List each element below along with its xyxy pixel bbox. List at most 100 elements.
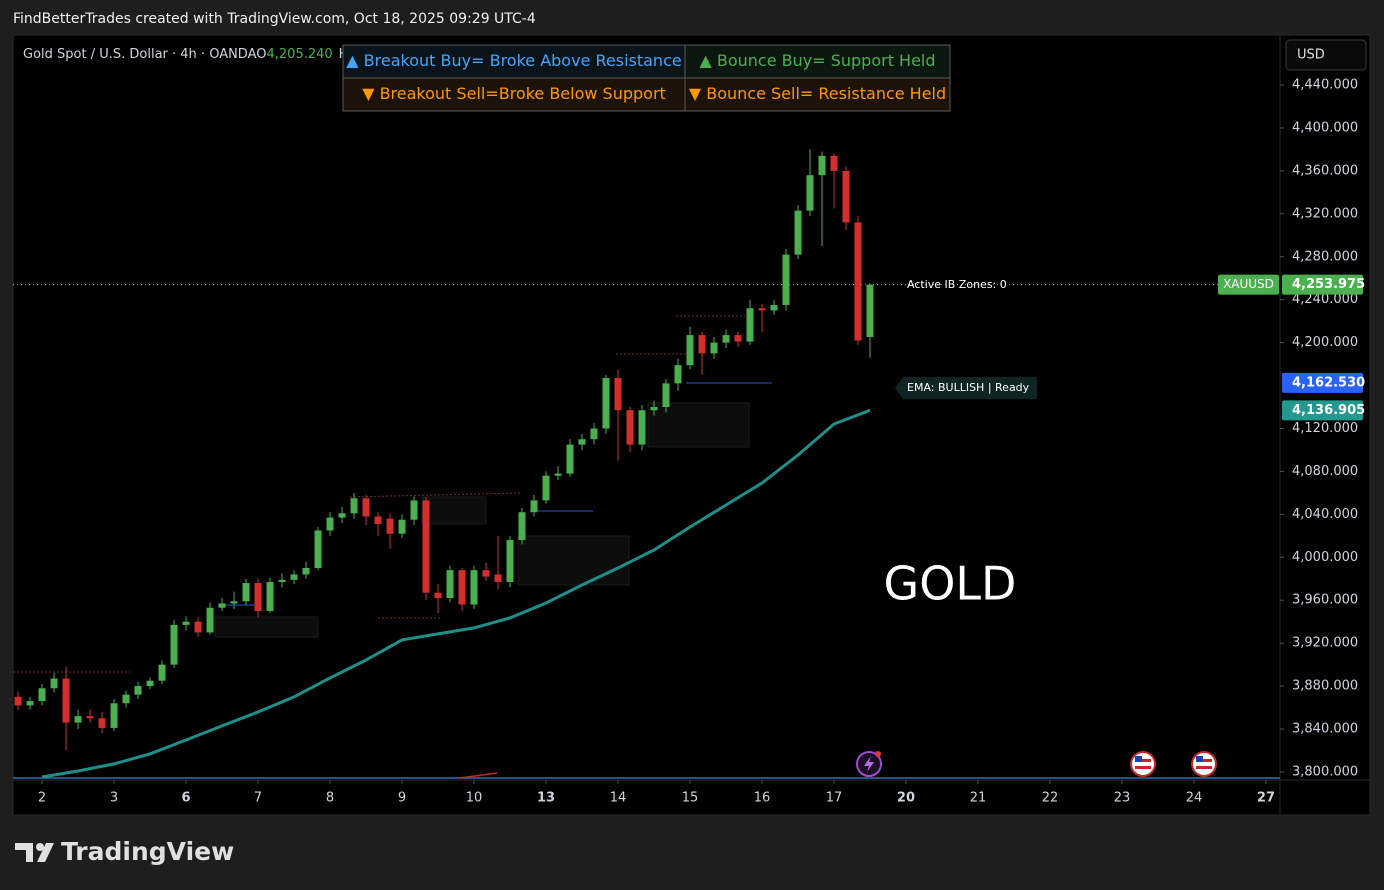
price-marker [1282,400,1363,421]
logo-mark [15,843,33,862]
zone-box [517,535,630,586]
y-tick-label: 3,920.000 [1292,636,1358,651]
legend-text: ▼ Breakout Sell=Broke Below Support [362,84,666,103]
candle-body [362,498,370,517]
candle-body [770,305,778,311]
candle-body [542,475,550,501]
candle-body [818,155,826,176]
candle-body [434,592,442,599]
y-tick-label: 4,080.000 [1292,464,1358,479]
x-tick-label: 17 [826,791,843,806]
candle-body [170,624,178,665]
flag-icon[interactable] [1191,751,1217,777]
y-tick-label: 3,800.000 [1292,764,1358,779]
logo-mark [37,843,54,862]
candle-body [710,342,718,354]
candle-body [590,428,598,440]
candle-body [638,410,646,445]
y-tick-label: 4,320.000 [1292,206,1358,221]
y-tick-label: 4,280.000 [1292,249,1358,264]
candle-body [374,516,382,525]
candle-body [674,365,682,384]
candle-body [830,155,838,171]
candle-body [650,407,658,411]
candle-body [398,519,406,534]
candle-body [782,254,790,306]
candle-body [74,716,82,723]
candle-body [134,686,142,695]
y-tick-label: 4,120.000 [1292,421,1358,436]
attribution: FindBetterTrades created with TradingVie… [13,11,536,27]
ib-zones-label: Active IB Zones: 0 [907,278,1007,291]
x-tick-label: 10 [466,791,483,806]
flag-canton [1135,756,1142,762]
x-tick-label: 9 [398,791,406,806]
y-tick-label: 4,400.000 [1292,120,1358,135]
candle-body [302,568,310,575]
candle-body [146,680,154,687]
zones [13,315,772,673]
candle-body [518,512,526,541]
x-tick-label: 27 [1257,791,1275,806]
x-tick-label: 2 [38,791,46,806]
ema-line [41,408,871,779]
currency-button[interactable] [1285,39,1367,71]
candle-body [194,621,202,633]
candle-body [26,701,34,706]
flag-icon[interactable] [1130,751,1156,777]
legend-cell [342,77,686,112]
y-tick-label: 3,960.000 [1292,593,1358,608]
candle-body [350,498,358,514]
candle-body [698,335,706,354]
candle-body [182,621,190,625]
candle-body [230,601,238,604]
flag-canton [1196,756,1203,762]
candle-body [578,439,586,445]
price-marker [1282,372,1363,393]
y-tick-label: 4,440.000 [1292,78,1358,93]
x-tick-label: 16 [754,791,771,806]
candle-body [506,540,514,582]
signal-legend: ▲ Breakout Buy= Broke Above Resistance ▲ … [342,44,951,112]
candle-body [278,579,286,582]
candle-body [326,517,334,531]
logo-mark [36,843,44,851]
price-marker-label: 4,253.975 [1292,277,1365,292]
candle-body [122,694,130,704]
candle-body [110,703,118,728]
zone-box [214,616,319,638]
candle-body [662,383,670,408]
flag-stripe [1135,766,1151,769]
currency-label: USD [1297,48,1325,63]
candle-body [206,607,214,633]
candle-body [158,664,166,681]
candle-body [242,583,250,602]
candle-body [686,335,694,366]
candle-body [482,570,490,577]
candle-body [854,222,862,341]
candle-body [626,410,634,445]
candle-body [386,518,394,534]
zone-line [349,492,521,498]
legend-text: ▲ Bounce Buy= Support Held [699,51,935,70]
candle-body [806,175,814,211]
candle-body [446,570,454,599]
x-tick-label: 3 [110,791,118,806]
x-tick-label: 6 [182,791,191,806]
candle-body [866,284,874,337]
symbol-marker-label: XAUUSD [1223,277,1274,291]
x-tick-label: 21 [970,791,987,806]
y-tick-label: 3,840.000 [1292,722,1358,737]
candle-body [494,574,502,582]
flag-stripe [1135,759,1151,762]
ohlc-key: O [256,47,266,62]
legend-cell [684,44,951,79]
candle-body [218,603,226,608]
candle-body [314,530,322,569]
candle-body [338,513,346,518]
candle-body [554,473,562,476]
candle-body [746,308,754,342]
legend-cell [342,44,686,79]
